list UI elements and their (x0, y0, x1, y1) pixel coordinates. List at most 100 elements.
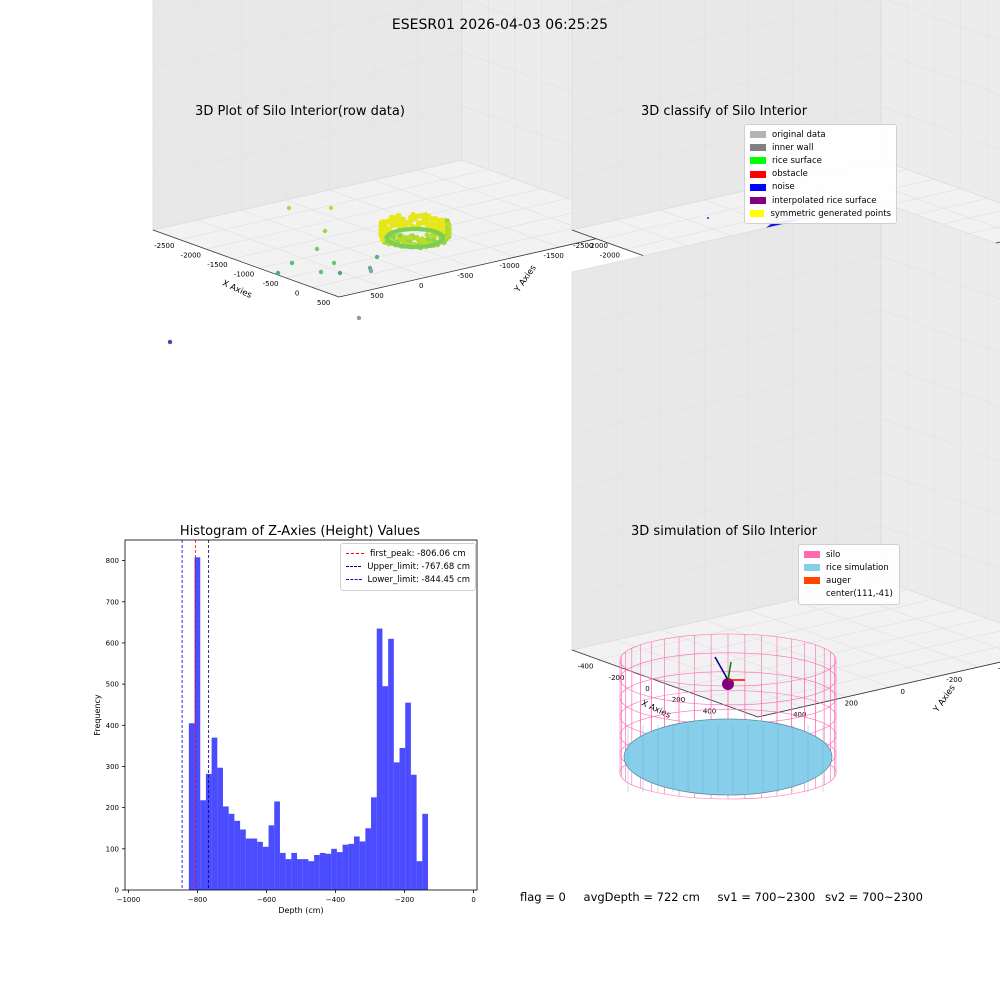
legend-item: inner wall (750, 141, 891, 154)
y-tick-label: 200 (845, 700, 858, 708)
legend-label: first_peak: -806.06 cm (370, 549, 466, 559)
histogram-bar (240, 829, 246, 890)
x-axis-label: Depth (cm) (278, 906, 323, 915)
histogram-bar (388, 639, 394, 890)
legend-label: obstacle (772, 169, 808, 179)
histogram-bar (274, 801, 280, 890)
sv1-text: sv1 = 700~2300 (717, 890, 815, 904)
legend-swatch (750, 131, 766, 138)
histogram-bar (212, 738, 218, 890)
y-axis-label: Frequency (93, 694, 102, 736)
histogram-bar (286, 859, 292, 890)
legend-item: Upper_limit: -767.68 cm (346, 560, 470, 573)
histogram-bar (331, 849, 337, 890)
legend-item: interpolated rice surface (750, 194, 891, 207)
y-tick-label: -500 (457, 272, 473, 280)
histogram-bar (297, 859, 303, 890)
status-line: flag = 0 avgDepth = 722 cm sv1 = 700~230… (520, 890, 937, 904)
histogram-legend: first_peak: -806.06 cm Upper_limit: -767… (340, 543, 476, 591)
simulation-plot-title: 3D simulation of Silo Interior (574, 524, 874, 539)
legend-swatch (804, 577, 820, 584)
outlier-point (357, 316, 361, 320)
silo-point (441, 235, 445, 239)
outlier-point (168, 340, 172, 344)
legend-item: original data (750, 128, 891, 141)
legend-label: silo (826, 550, 840, 560)
histogram-bar (365, 828, 371, 890)
legend-label: noise (772, 182, 795, 192)
outlier-point (369, 269, 373, 273)
legend-line (346, 553, 364, 554)
outlier-point (315, 247, 319, 251)
x-tick-label: −200 (395, 896, 414, 904)
histogram-bar (320, 853, 326, 890)
legend-item: rice simulation (804, 561, 894, 574)
y-tick-label: 600 (106, 639, 119, 647)
histogram-bar (405, 703, 411, 890)
y-tick-label: 500 (370, 292, 383, 300)
histogram-bar (422, 814, 428, 890)
y-axis-label: Y Axies (931, 683, 958, 715)
x-tick-label: −800 (188, 896, 207, 904)
legend-swatch (750, 171, 766, 178)
silo-point (425, 232, 430, 237)
histogram-bar (411, 775, 417, 890)
legend-label: symmetric generated points (770, 209, 891, 219)
outlier-point (276, 271, 280, 275)
x-tick-label: -2000 (181, 251, 201, 259)
outlier-point (329, 206, 333, 210)
outlier-point (332, 261, 336, 265)
histogram-bar (229, 814, 235, 890)
x-tick-label: -400 (578, 663, 594, 671)
x-tick-label: -2500 (154, 242, 174, 250)
y-tick-label: 0 (115, 887, 119, 895)
outlier-point (319, 270, 323, 274)
legend-swatch (750, 184, 766, 191)
classify-legend: original data inner wall rice surface ob… (744, 124, 897, 224)
outlier-point (375, 255, 379, 259)
x-tick-label: -1500 (207, 261, 227, 269)
x-tick-label: 400 (703, 707, 716, 715)
silo-point (446, 222, 451, 227)
y-tick-label: 0 (901, 688, 905, 696)
histogram-bar (417, 861, 423, 890)
histogram-bar (189, 723, 195, 890)
legend-line (346, 579, 362, 580)
x-tick-label: −600 (257, 896, 276, 904)
histogram-bar (303, 859, 309, 890)
legend-swatch (750, 144, 766, 151)
histogram-title: Histogram of Z-Axies (Height) Values (125, 524, 475, 539)
histogram-bar (343, 845, 349, 890)
x-axis-label: X Axies (640, 699, 673, 722)
x-tick-label: 0 (295, 290, 299, 298)
legend-item: first_peak: -806.06 cm (346, 547, 470, 560)
x-tick-label: -200 (609, 674, 625, 682)
legend-item: rice surface (750, 154, 891, 167)
x-tick-label: −1000 (117, 896, 141, 904)
noise-point (707, 217, 709, 219)
y-tick-label: 500 (106, 681, 119, 689)
x-tick-label: -2500 (573, 242, 593, 250)
histogram-bar (360, 841, 366, 890)
histogram-bar (371, 797, 377, 890)
classify-plot-title: 3D classify of Silo Interior (574, 104, 874, 119)
histogram-bar (217, 768, 223, 890)
legend-item: noise (750, 181, 891, 194)
y-tick-label: 300 (106, 763, 119, 771)
x-axis-label: X Axies (221, 279, 254, 302)
histogram-bar (291, 853, 297, 890)
legend-item: symmetric generated points (750, 207, 891, 220)
rice-surface (624, 719, 832, 795)
legend-label: rice simulation (826, 563, 889, 573)
legend-swatch (750, 157, 766, 164)
y-tick-label: 200 (106, 804, 119, 812)
histogram-bar (280, 853, 286, 890)
legend-label: Upper_limit: -767.68 cm (367, 562, 470, 572)
y-tick-label: 100 (106, 845, 119, 853)
legend-item: obstacle (750, 168, 891, 181)
histogram-bar (394, 762, 400, 890)
simulation-legend: silo rice simulation auger center(111,-4… (798, 544, 900, 605)
legend-item: silo (804, 548, 894, 561)
x-tick-label: 0 (471, 896, 475, 904)
silo-point (446, 231, 451, 236)
